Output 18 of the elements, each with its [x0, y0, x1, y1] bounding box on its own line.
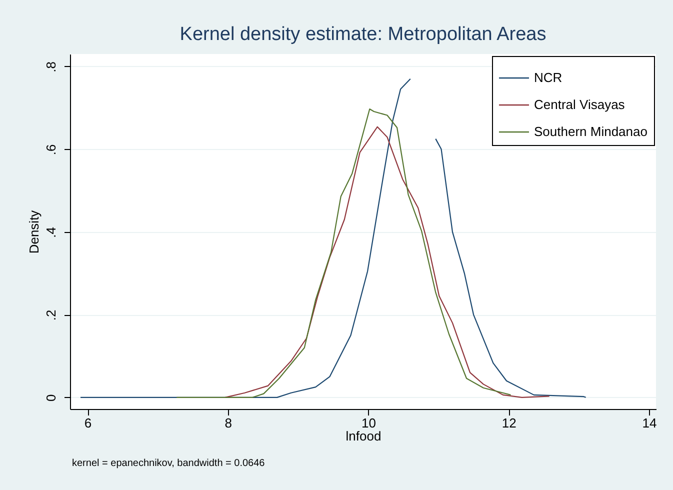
- x-axis-title: lnfood: [346, 428, 382, 444]
- x-tick-label: 6: [84, 416, 92, 430]
- x-tick-label: 8: [224, 416, 232, 430]
- legend-label: Central Visayas: [534, 97, 626, 112]
- y-tick-label: .2: [44, 310, 58, 321]
- x-tick-label: 10: [362, 416, 376, 430]
- y-tick-label: .4: [44, 226, 58, 238]
- text: kernel = epanechnikov, bandwidth = 0.0646: [72, 458, 265, 469]
- legend-label: Southern Mindanao: [534, 124, 648, 139]
- y-tick-label: .6: [44, 144, 58, 156]
- y-axis-title: Density: [26, 210, 42, 254]
- legend-label: NCR: [534, 70, 562, 85]
- x-tick-label: 14: [642, 416, 657, 430]
- line-series: [176, 108, 512, 398]
- y-tick-label: 0: [44, 394, 58, 402]
- x-tick-label: 12: [502, 416, 516, 430]
- y-tick-label: .8: [44, 61, 58, 72]
- chart-title: Kernel density estimate: Metropolitan Areas: [180, 24, 546, 45]
